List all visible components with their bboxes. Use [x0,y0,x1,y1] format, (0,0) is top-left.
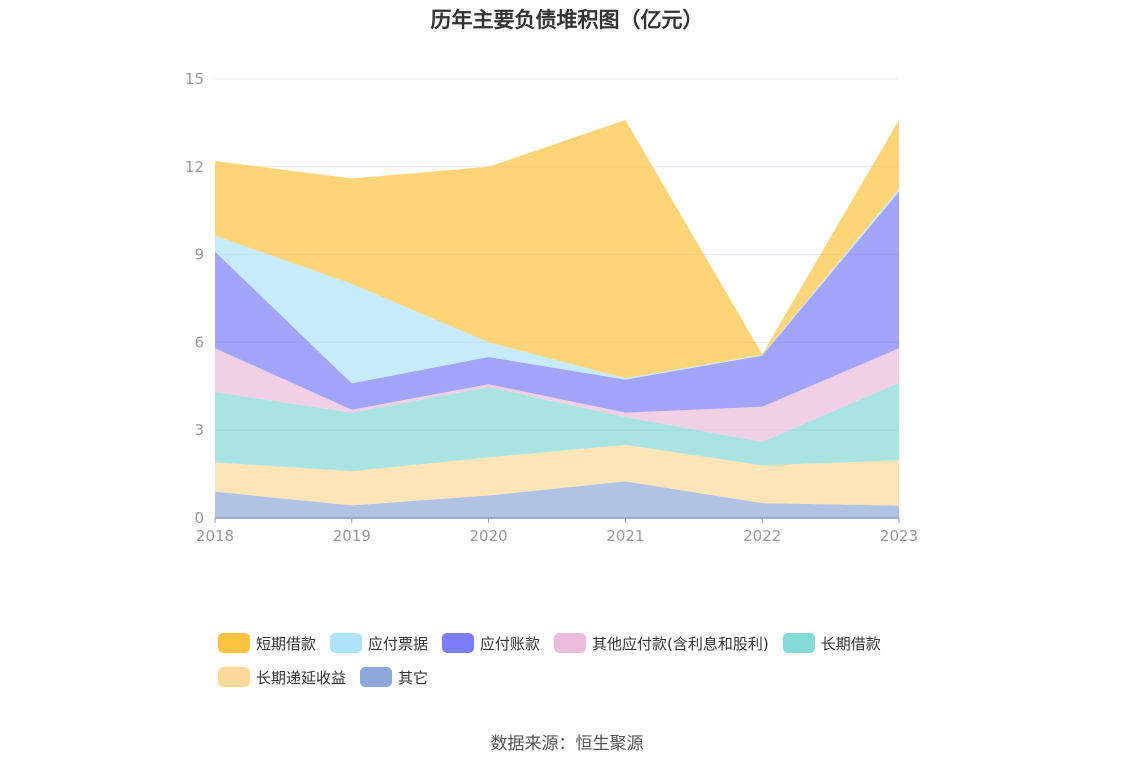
legend-label: 其他应付款(含利息和股利) [592,634,769,653]
area-series-6 [215,119,899,379]
area-series-0 [215,481,899,518]
x-tick-label: 2018 [196,527,234,545]
legend-item[interactable]: 应付票据 [330,632,428,654]
legend-item[interactable]: 长期递延收益 [218,666,346,688]
data-source-note: 数据来源：恒生聚源 [490,734,644,754]
legend-swatch [218,667,250,687]
legend-swatch [782,633,815,653]
area-series [215,119,899,518]
y-tick-label: 12 [185,158,204,176]
legend-label: 长期递延收益 [256,668,347,687]
x-tick-label: 2022 [743,527,781,545]
legend-label: 其它 [398,668,429,687]
area-series-2 [215,382,899,472]
area-series-4 [215,191,899,413]
legend-swatch [330,633,363,653]
chart-title: 历年主要负债堆积图（亿元） [430,8,704,32]
x-tick-label: 2023 [880,527,918,545]
x-tick-label: 2021 [606,527,644,545]
x-tick-label: 2019 [333,527,371,545]
legend-swatch [218,633,250,653]
x-tick-label: 2020 [470,527,508,545]
legend-label: 应付票据 [368,634,429,653]
legend-item[interactable]: 短期借款 [218,632,316,654]
stacked-area-chart: 0 3 6 9 12 15 2018 2019 2020 2021 2022 2023 [185,70,918,545]
legend-swatch [442,633,475,653]
y-tick-label: 3 [194,421,204,439]
area-series-3 [215,348,899,442]
legend-swatch [554,633,587,653]
legend-label: 长期借款 [820,634,881,653]
axes: 0 3 6 9 12 15 2018 2019 2020 2021 2022 2023 [185,70,918,545]
legend-item[interactable]: 其他应付款(含利息和股利) [554,632,769,654]
y-tick-label: 0 [194,509,204,527]
legend-item[interactable]: 长期借款 [782,632,881,654]
y-tick-label: 15 [185,70,204,88]
legend: 短期借款 应付票据 应付账款 其他应付款(含利息和股利) 长期借款长期递延收益 其它 [218,632,938,700]
area-series-1 [215,444,899,506]
legend-label: 应付账款 [480,634,541,653]
legend-item[interactable]: 其它 [360,666,428,688]
legend-swatch [360,667,393,687]
area-series-5 [215,188,899,384]
y-tick-label: 9 [194,246,204,264]
legend-label: 短期借款 [256,634,317,653]
legend-item[interactable]: 应付账款 [442,632,540,654]
y-tick-label: 6 [194,333,204,351]
